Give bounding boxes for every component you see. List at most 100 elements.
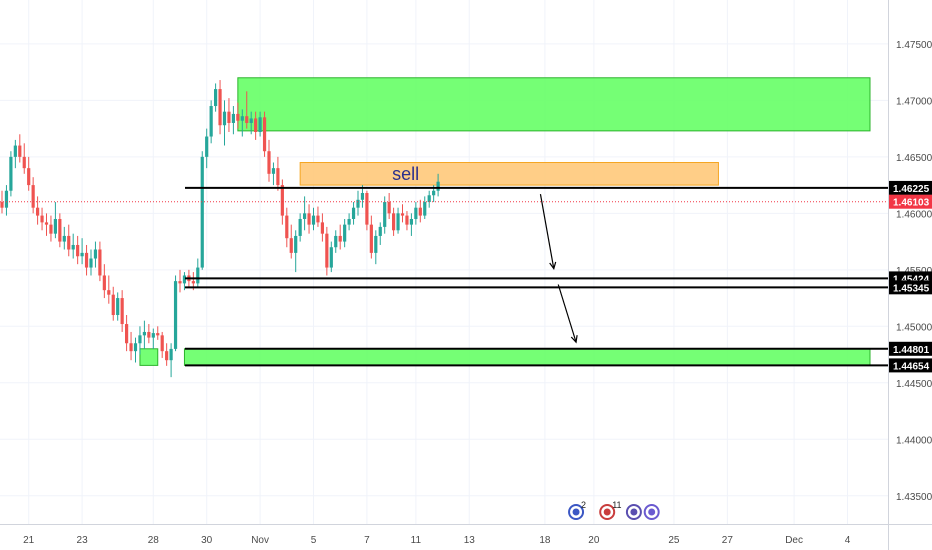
candle [116, 298, 120, 316]
candle [276, 168, 280, 186]
candle [4, 190, 9, 208]
candle [151, 333, 155, 338]
candle [191, 281, 195, 284]
price-label: 1.46225 [893, 184, 930, 195]
candle [71, 244, 75, 250]
time-tick-label: 27 [722, 535, 734, 546]
candle [240, 116, 244, 121]
price-label-badge [889, 341, 932, 356]
candle [89, 258, 93, 268]
candle [316, 215, 320, 223]
price-label: 1.45424 [893, 274, 930, 285]
candle [169, 348, 173, 361]
event-icon-core [630, 508, 638, 516]
sell-zone [299, 162, 719, 186]
candle [320, 222, 324, 234]
event-icon-core [603, 508, 611, 516]
candle [142, 331, 146, 336]
candle [365, 193, 369, 225]
price-label-badge [889, 358, 932, 373]
candle [436, 181, 440, 191]
candle [285, 215, 289, 239]
candle [289, 238, 293, 253]
candle [178, 281, 182, 284]
candle [129, 343, 133, 352]
candle [396, 213, 400, 231]
candle [360, 193, 365, 200]
candle [298, 218, 302, 236]
candle [351, 207, 356, 219]
candle [427, 195, 431, 203]
candle [271, 168, 276, 174]
demand-zone [139, 348, 159, 366]
candle [160, 335, 164, 352]
candle [329, 247, 333, 268]
time-tick-label: 11 [411, 535, 422, 546]
candle [334, 235, 338, 248]
candle [387, 202, 391, 214]
candle [196, 267, 200, 284]
arrow-line [557, 284, 577, 343]
candle [125, 324, 129, 344]
candle [338, 235, 342, 242]
event-icon-core [572, 508, 580, 516]
time-tick-label: 30 [201, 535, 213, 546]
chart-grid [0, 0, 888, 524]
price-tick-label: 1.46500 [896, 153, 932, 164]
candle [44, 222, 49, 225]
candle [423, 202, 427, 216]
time-tick-label: 7 [364, 535, 370, 546]
event-icon-core [648, 508, 656, 516]
time-tick-label: 5 [311, 535, 317, 546]
candle [22, 156, 26, 169]
candle [49, 224, 53, 234]
price-tick-label: 1.47000 [896, 96, 932, 107]
candle [173, 281, 178, 349]
zones: sell [139, 77, 871, 366]
candle [258, 117, 262, 133]
candle [307, 213, 311, 225]
candle [356, 199, 360, 208]
candle [120, 298, 124, 325]
candle [409, 218, 413, 225]
candle [138, 335, 142, 344]
price-tick-label: 1.47500 [896, 40, 932, 51]
time-tick-label: 18 [539, 535, 551, 546]
price-tick-label: 1.45500 [896, 266, 932, 277]
candle [93, 249, 98, 259]
candle [418, 207, 422, 216]
candle [107, 290, 111, 295]
candle [84, 252, 89, 268]
arrow-line [539, 194, 555, 269]
price-label: 1.45345 [893, 283, 930, 294]
time-tick-label: 13 [464, 535, 476, 546]
candle [214, 89, 218, 107]
price-tick-label: 1.46000 [896, 209, 932, 220]
price-tick-label: 1.44500 [896, 379, 932, 390]
candle [9, 156, 13, 191]
candles [0, 80, 440, 378]
candle [147, 331, 151, 338]
candle [432, 190, 436, 196]
candle [294, 235, 298, 253]
arrow-head [549, 261, 557, 271]
candle [18, 145, 22, 157]
candle [200, 156, 204, 268]
candle [102, 275, 106, 291]
candle [209, 106, 213, 137]
time-tick-label: 28 [148, 535, 160, 546]
candle [27, 168, 31, 186]
candle [231, 113, 235, 123]
price-label-badge [889, 180, 932, 195]
price-tick-label: 1.43500 [896, 492, 932, 503]
time-tick-label: 20 [588, 535, 600, 546]
candle [40, 215, 44, 223]
time-tick-label: 23 [77, 535, 89, 546]
candle [347, 218, 351, 225]
time-tick-label: 21 [23, 535, 35, 546]
price-axis: 1.47500 1.47000 1.46500 1.46000 1.45500 1.450… [896, 40, 932, 503]
price-label-badge [889, 194, 932, 209]
candle [205, 136, 209, 157]
